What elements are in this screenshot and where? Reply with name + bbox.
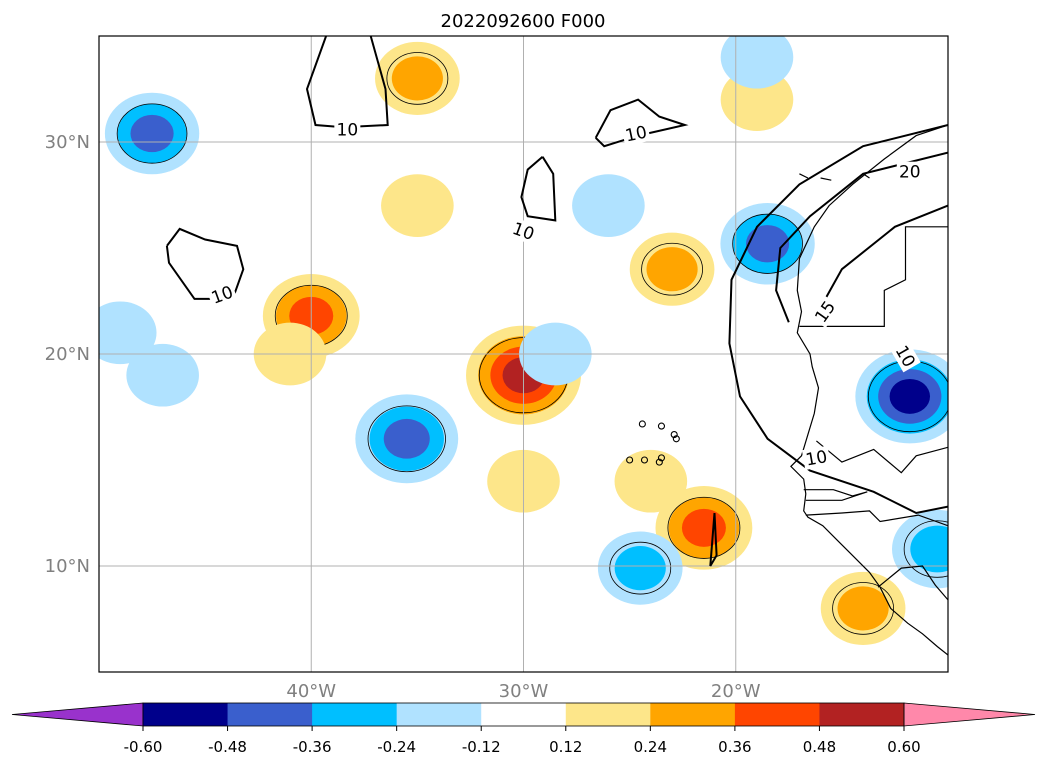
colorbar-tick-label: 0.24 — [634, 738, 667, 756]
anomaly-region-3-level-1 — [646, 247, 698, 292]
colorbar-extend-low — [11, 702, 144, 727]
anomaly-outline-16 — [903, 520, 948, 578]
cape-verde-island-1 — [657, 422, 666, 430]
anomaly-outline-2 — [667, 496, 741, 559]
plot-title: 2022092600 F000 — [441, 11, 606, 32]
colorbar-tick-label: -0.48 — [208, 738, 247, 756]
anomaly-outline-12 — [116, 103, 188, 164]
contour-10-africa — [728, 124, 948, 515]
contour-10-north-b — [594, 98, 689, 148]
border-western-sahara — [799, 226, 948, 327]
map-frame — [98, 35, 949, 673]
y-tick-label: 10°N — [45, 556, 90, 577]
cape-verde-island-2 — [670, 431, 678, 439]
anomaly-outline-15 — [609, 541, 672, 595]
cape-verde-island-4 — [640, 456, 649, 464]
contour-layer — [165, 36, 948, 567]
anomaly-region-19-level-0 — [720, 36, 794, 89]
anomaly-region-15-level-1 — [614, 546, 666, 591]
border-sierra-leone — [877, 565, 948, 601]
colorbar-segment — [819, 703, 905, 726]
anomaly-region-11-level-2 — [383, 418, 430, 459]
y-tick-label: 30°N — [45, 132, 90, 153]
anomaly-outline-5 — [386, 52, 449, 105]
colorbar-tick-label: 0.48 — [803, 738, 836, 756]
contour-20-inner — [819, 204, 948, 308]
contour-label-bg — [896, 161, 923, 182]
border-gambia — [803, 489, 868, 501]
anomaly-region-5-level-1 — [391, 56, 443, 101]
coastline-layer — [626, 124, 948, 656]
colorbar-tick-label: -0.12 — [462, 738, 501, 756]
colorbar-extend-high — [903, 702, 1036, 727]
colorbar-tick-label: 0.60 — [887, 738, 920, 756]
longitude-tick-labels: 40°W 30°W 20°W — [286, 681, 760, 702]
latitude-tick-labels: 10°N 20°N 30°N — [45, 132, 90, 577]
contour-15-outer — [775, 151, 948, 323]
anomaly-region-18-level-0 — [572, 174, 645, 237]
cape-verde-island-3 — [626, 456, 634, 464]
anomaly-outline-4 — [832, 582, 894, 635]
cape-verde-island-0 — [638, 420, 646, 428]
contour-label-bg — [334, 119, 361, 140]
colorbar-tick-label: -0.36 — [293, 738, 332, 756]
contour-label-bg — [801, 445, 831, 470]
y-tick-label: 20°N — [45, 344, 90, 365]
colorbar-segment — [481, 703, 567, 726]
anomaly-region-21-level-0 — [126, 343, 199, 407]
contour-label-bg — [621, 121, 651, 147]
cape-verde-island-5 — [657, 454, 666, 462]
anomaly-region-13-level-3 — [889, 378, 931, 414]
anomaly-region-4-level-1 — [837, 586, 889, 631]
anomaly-region-14-level-2 — [745, 225, 790, 263]
africa-coastline — [790, 124, 948, 656]
colorbar: -0.60 -0.48 -0.36 -0.24 -0.12 0.12 0.24 0.36 0.4… — [11, 702, 1036, 756]
colorbar-tick-label: 0.12 — [549, 738, 582, 756]
contour-label-bg — [507, 217, 540, 245]
anomaly-region-2-level-2 — [681, 508, 726, 547]
x-tick-label: 20°W — [711, 681, 761, 702]
anomaly-outline-14 — [732, 213, 803, 274]
x-tick-label: 30°W — [499, 681, 549, 702]
colorbar-segment — [650, 703, 736, 726]
anomaly-outline-3 — [641, 242, 703, 296]
anomaly-region-9-level-0 — [614, 449, 688, 513]
anomaly-region-6-level-0 — [381, 174, 454, 237]
colorbar-frame — [142, 702, 905, 727]
border-senegal-mauritania — [816, 440, 948, 474]
gridlines — [99, 36, 948, 672]
contour-label-bg — [890, 339, 921, 373]
anomaly-region-12-level-2 — [130, 114, 174, 153]
x-tick-label: 40°W — [286, 681, 336, 702]
contour-label: 10 — [624, 122, 649, 146]
cape-verde-island-7 — [655, 458, 663, 466]
contour-label-bg — [206, 280, 238, 309]
colorbar-tick-label: -0.24 — [377, 738, 416, 756]
contour-label: 10 — [804, 447, 829, 470]
contour-label-bg — [809, 295, 841, 328]
canary-islands — [820, 177, 832, 181]
cape-verde-island-6 — [672, 435, 680, 443]
anomaly-outline-11 — [367, 405, 446, 473]
colorbar-segment — [734, 703, 820, 726]
colorbar-segment — [227, 703, 313, 726]
colorbar-tick-label: 0.36 — [718, 738, 751, 756]
contour-label: 10 — [337, 120, 359, 140]
canary-islands-2 — [799, 173, 809, 179]
contour-small-south — [709, 512, 718, 567]
anomaly-region-20-level-0 — [99, 301, 157, 365]
contour-label: 20 — [899, 163, 921, 183]
colorbar-segment — [312, 703, 398, 726]
border-guinea-bissau — [805, 510, 948, 527]
anomaly-region-16-level-1 — [910, 525, 948, 573]
contour-10-central — [520, 156, 557, 222]
colorbar-segment — [396, 703, 482, 726]
colorbar-segment — [143, 703, 229, 726]
colorbar-segment — [565, 703, 651, 726]
colorbar-tick-label: -0.60 — [124, 738, 163, 756]
contour-10-west — [165, 227, 245, 300]
